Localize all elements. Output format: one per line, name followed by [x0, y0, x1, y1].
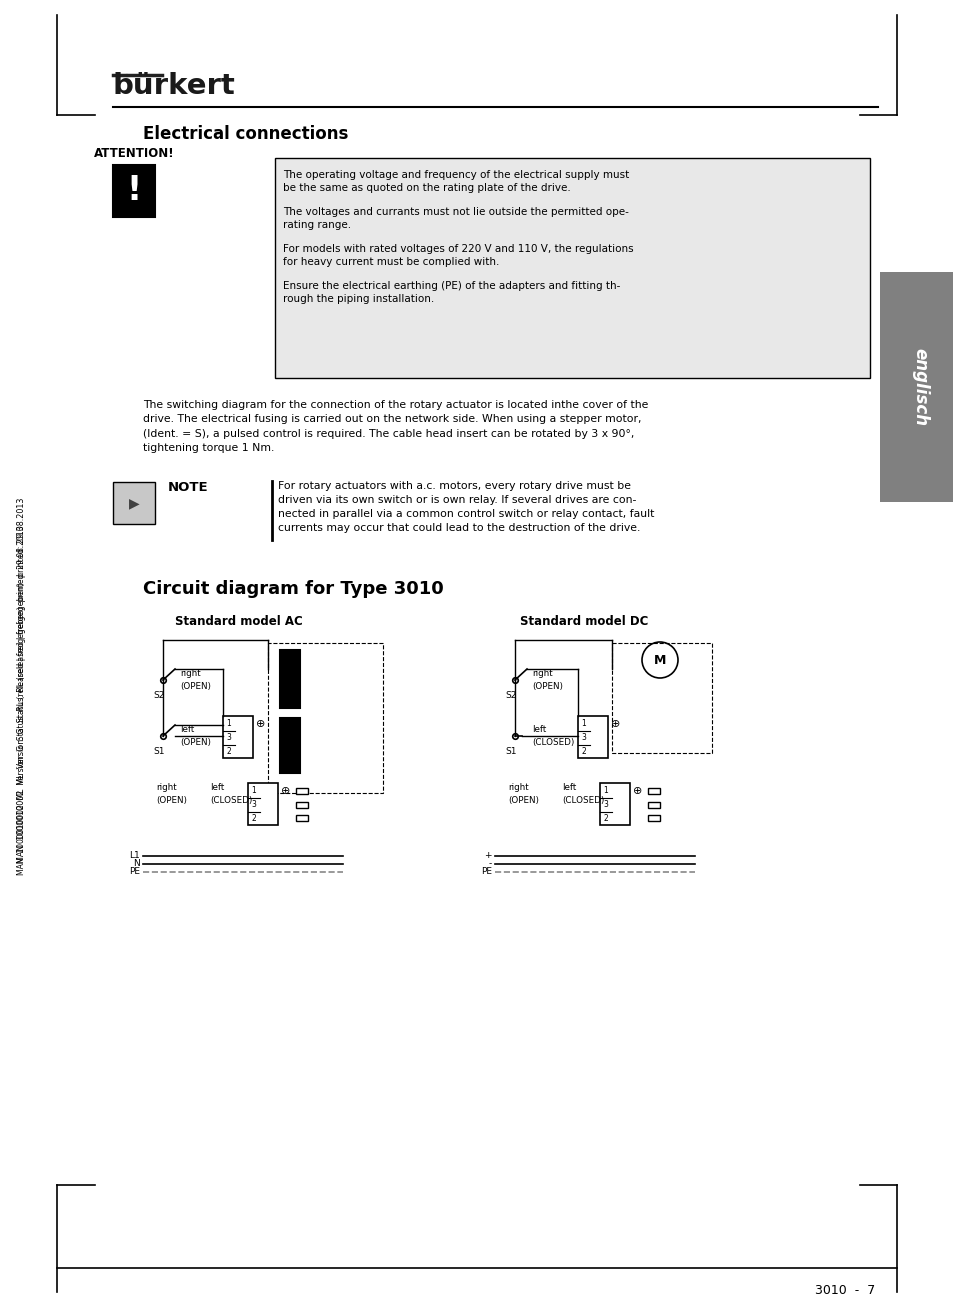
Text: Standard model AC: Standard model AC: [174, 616, 302, 627]
Text: right: right: [532, 669, 552, 678]
Text: right: right: [180, 669, 200, 678]
Text: 3: 3: [252, 800, 256, 809]
Text: 1: 1: [252, 786, 256, 795]
Text: S1: S1: [152, 748, 164, 757]
Text: L1: L1: [129, 851, 140, 860]
Text: 1: 1: [603, 786, 608, 795]
Bar: [295, 788, 308, 793]
Bar: [112, 165, 154, 217]
Text: 3010  -  7: 3010 - 7: [814, 1283, 874, 1297]
Bar: [112, 482, 154, 524]
Bar: [280, 718, 299, 772]
Text: (CLOSED): (CLOSED): [210, 796, 253, 805]
Bar: [295, 801, 308, 808]
Text: 1: 1: [227, 719, 232, 728]
Text: right: right: [507, 783, 528, 792]
Bar: [647, 801, 659, 808]
Text: (OPEN): (OPEN): [507, 796, 538, 805]
Text: (OPEN): (OPEN): [156, 796, 187, 805]
Text: 3: 3: [603, 800, 608, 809]
Bar: [647, 816, 659, 821]
Text: ⊕: ⊕: [281, 786, 290, 796]
Text: Standard model DC: Standard model DC: [519, 616, 648, 627]
Text: ▶: ▶: [129, 495, 139, 510]
Text: ⊕: ⊕: [610, 719, 619, 728]
Bar: [879, 272, 953, 502]
Text: left: left: [532, 725, 546, 735]
Bar: [599, 783, 629, 825]
Text: 2: 2: [252, 814, 256, 823]
Text: englisch: englisch: [910, 348, 928, 426]
Text: +: +: [484, 851, 492, 860]
Text: 2: 2: [603, 814, 608, 823]
Text: (OPEN): (OPEN): [532, 682, 562, 691]
Bar: [223, 716, 253, 758]
Text: NOTE: NOTE: [168, 481, 209, 494]
Text: right: right: [156, 783, 176, 792]
Text: left: left: [561, 783, 576, 792]
Text: S2: S2: [504, 691, 516, 701]
Text: S1: S1: [504, 748, 516, 757]
Text: PE: PE: [129, 868, 140, 877]
Bar: [248, 783, 277, 825]
Text: (OPEN): (OPEN): [180, 682, 211, 691]
Text: Ensure the electrical earthing (PE) of the adapters and fitting th-
rough the pi: Ensure the electrical earthing (PE) of t…: [283, 281, 619, 303]
Bar: [578, 716, 607, 758]
Text: MAN  1000010002  ML  Version: G  Status: RL (released | freigegeben)  printed: 2: MAN 1000010002 ML Version: G Status: RL …: [17, 525, 27, 874]
Text: N: N: [133, 860, 140, 868]
Text: ⊕: ⊕: [633, 786, 641, 796]
Text: The operating voltage and frequency of the electrical supply must
be the same as: The operating voltage and frequency of t…: [283, 170, 629, 193]
Text: 2: 2: [581, 746, 586, 755]
Text: For models with rated voltages of 220 V and 110 V, the regulations
for heavy cur: For models with rated voltages of 220 V …: [283, 244, 633, 267]
Text: (CLOSED): (CLOSED): [532, 738, 574, 748]
Text: PE: PE: [480, 868, 492, 877]
Text: For rotary actuators with a.c. motors, every rotary drive must be
driven via its: For rotary actuators with a.c. motors, e…: [277, 481, 654, 533]
Text: left: left: [210, 783, 224, 792]
Text: MAN  1000010002  ML  Version: G  Status: RL (released | freigegeben)  printed: 2: MAN 1000010002 ML Version: G Status: RL …: [17, 497, 27, 863]
Text: 2: 2: [227, 746, 232, 755]
Text: left: left: [180, 725, 194, 735]
Text: ATTENTION!: ATTENTION!: [93, 146, 174, 159]
Bar: [274, 158, 869, 378]
Bar: [268, 643, 382, 793]
Bar: [295, 816, 308, 821]
Text: M: M: [653, 654, 665, 667]
Bar: [647, 788, 659, 793]
Text: 3: 3: [226, 733, 232, 742]
Text: (OPEN): (OPEN): [180, 738, 211, 748]
Text: 1: 1: [581, 719, 586, 728]
Bar: [280, 650, 299, 708]
Text: -: -: [488, 860, 492, 868]
Text: Circuit diagram for Type 3010: Circuit diagram for Type 3010: [143, 580, 443, 599]
Text: bürkert: bürkert: [112, 72, 235, 101]
Text: ⊕: ⊕: [255, 719, 265, 728]
Text: The switching diagram for the connection of the rotary actuator is located inthe: The switching diagram for the connection…: [143, 400, 648, 454]
Text: The voltages and currants must not lie outside the permitted ope-
rating range.: The voltages and currants must not lie o…: [283, 207, 628, 230]
Text: (CLOSED): (CLOSED): [561, 796, 604, 805]
Text: Electrical connections: Electrical connections: [143, 125, 348, 142]
Text: 3: 3: [581, 733, 586, 742]
Text: S2: S2: [152, 691, 164, 701]
Text: !: !: [127, 175, 141, 208]
